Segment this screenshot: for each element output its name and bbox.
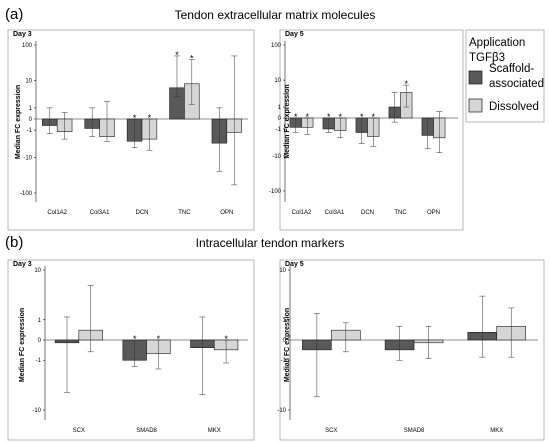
- y-tick-label: 10: [25, 79, 32, 85]
- category-label: TNC: [178, 210, 191, 216]
- category-label: SCX: [73, 428, 85, 434]
- significance-star: *: [175, 50, 179, 60]
- significance-star: *: [372, 112, 376, 122]
- chart-day-label: Day 5: [285, 31, 304, 38]
- y-tick-label: -10: [277, 408, 286, 414]
- significance-star: *: [224, 334, 228, 344]
- y-tick-label: -100: [269, 189, 282, 195]
- chart-b-day3-frame: [7, 259, 255, 441]
- chart-day-label: Day 3: [13, 31, 32, 38]
- y-tick-label: 10: [279, 268, 286, 274]
- significance-star: *: [294, 112, 298, 122]
- category-label: MKX: [490, 428, 503, 434]
- y-axis-label: Median FC expression: [15, 85, 22, 159]
- y-axis-label: Median FC expression: [284, 84, 291, 158]
- chart-a-day3-frame: [7, 29, 255, 231]
- category-label: Col3A1: [90, 210, 110, 216]
- y-tick-label: 10: [274, 78, 281, 84]
- category-label: DCN: [361, 210, 374, 216]
- category-label: TNC: [394, 210, 407, 216]
- category-label: SMAD8: [404, 428, 425, 434]
- y-tick-label: -1: [27, 128, 33, 134]
- significance-star: *: [148, 113, 152, 123]
- y-tick-label: 0: [38, 338, 42, 344]
- chart-b-day5-frame: [279, 259, 545, 441]
- significance-star: *: [133, 334, 137, 344]
- y-axis-label: Median FC expression: [284, 308, 291, 382]
- legend-item2: Dissolved: [489, 101, 539, 113]
- y-tick-label: 1: [29, 106, 33, 112]
- y-tick-label: 1: [283, 318, 287, 324]
- significance-star: *: [339, 112, 343, 122]
- legend-heading-line2: TGFβ3: [469, 52, 505, 64]
- y-axis-label: Median FC expression: [19, 308, 26, 382]
- significance-star: *: [157, 334, 161, 344]
- y-tick-label: 100: [271, 43, 282, 49]
- category-label: DCN: [136, 210, 149, 216]
- y-tick-label: -100: [20, 191, 33, 197]
- significance-star: *: [360, 112, 364, 122]
- y-tick-label: -10: [272, 154, 281, 160]
- legend-heading-line1: Application: [469, 37, 525, 49]
- category-label: Col1A2: [47, 210, 67, 216]
- significance-star: *: [190, 53, 194, 63]
- legend-swatch-dissolved: [468, 98, 483, 113]
- y-tick-label: 0: [29, 117, 33, 123]
- category-label: Col1A2: [292, 210, 312, 216]
- category-label: Col3A1: [325, 210, 345, 216]
- y-tick-label: 100: [22, 43, 33, 49]
- legend: Application TGFβ3 Scaffold- associated D…: [465, 29, 545, 123]
- legend-item1-line1: Scaffold-: [489, 63, 534, 75]
- category-label: OPN: [427, 210, 440, 216]
- chart-a-day5-frame: [279, 29, 464, 231]
- chart-day-label: Day 5: [285, 261, 304, 268]
- panel-b-letter: (b): [5, 234, 23, 251]
- category-label: SCX: [325, 428, 337, 434]
- category-label: SMAD8: [136, 428, 157, 434]
- category-label: MKX: [208, 428, 221, 434]
- y-tick-label: -1: [276, 127, 282, 133]
- significance-star: *: [405, 79, 409, 89]
- significance-star: *: [133, 113, 137, 123]
- significance-star: *: [306, 112, 310, 122]
- y-tick-label: 1: [278, 105, 282, 111]
- category-label: OPN: [220, 210, 233, 216]
- chart-day-label: Day 3: [13, 261, 32, 268]
- significance-star: *: [327, 112, 331, 122]
- panel-b-title: Intracellular tendon markers: [196, 236, 345, 250]
- y-tick-label: 0: [283, 338, 287, 344]
- y-tick-label: 10: [34, 268, 41, 274]
- panel-a-title: Tendon extracellular matrix molecules: [175, 8, 376, 22]
- y-tick-label: -1: [281, 358, 287, 364]
- y-tick-label: -10: [23, 155, 32, 161]
- panel-a-letter: (a): [5, 6, 23, 23]
- y-tick-label: 0: [278, 116, 282, 122]
- y-tick-label: -1: [36, 358, 42, 364]
- legend-swatch-scaffold: [468, 70, 483, 85]
- legend-item1-line2: associated: [489, 78, 544, 90]
- y-tick-label: -10: [32, 408, 41, 414]
- legend-frame: [465, 29, 545, 123]
- y-tick-label: 1: [38, 318, 42, 324]
